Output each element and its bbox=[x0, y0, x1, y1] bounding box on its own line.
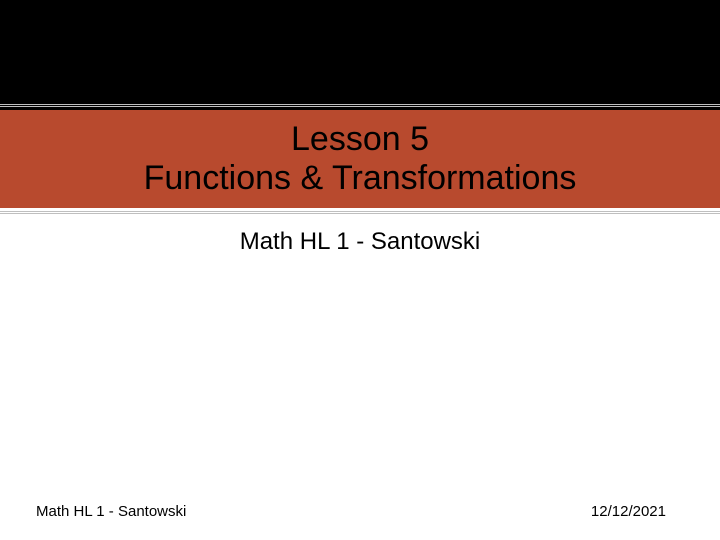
title-line-2: Functions & Transformations bbox=[144, 159, 577, 198]
slide: Lesson 5 Functions & Transformations Mat… bbox=[0, 0, 720, 540]
title-line-1: Lesson 5 bbox=[291, 120, 429, 159]
top-black-band bbox=[0, 0, 720, 110]
footer-left-text: Math HL 1 - Santowski bbox=[36, 503, 186, 520]
subtitle-text: Math HL 1 - Santowski bbox=[0, 228, 720, 256]
title-band: Lesson 5 Functions & Transformations bbox=[0, 110, 720, 208]
title-band-outline-top bbox=[0, 104, 720, 107]
title-band-outline-bottom bbox=[0, 211, 720, 214]
footer-right-text: 12/12/2021 bbox=[591, 503, 666, 520]
